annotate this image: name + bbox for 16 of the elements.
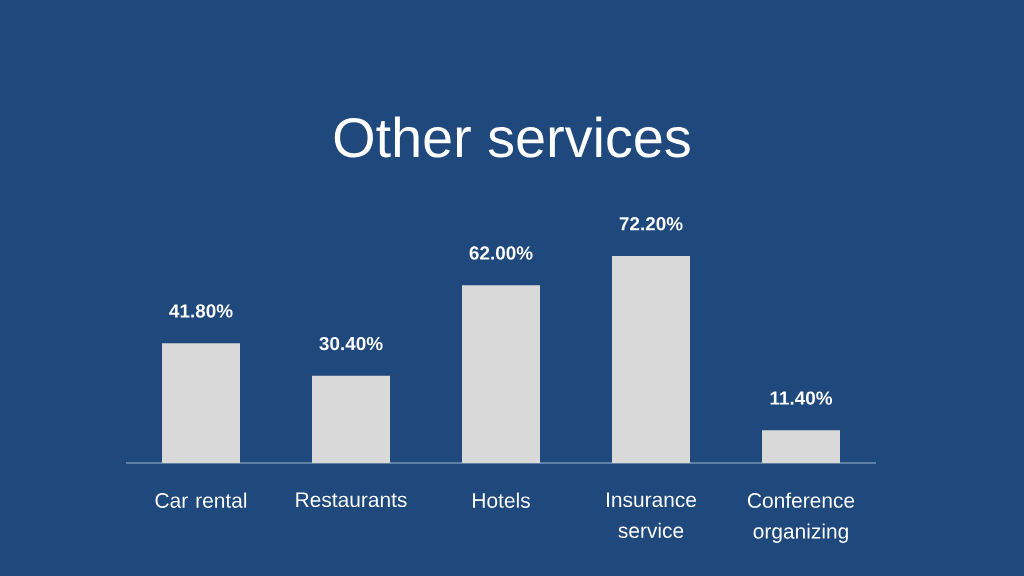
bar [462, 285, 540, 463]
x-tick-label: Hotels [473, 492, 530, 508]
x-tick-label: Conference organizing [747, 492, 855, 543]
x-tick-label: Insurance service [607, 492, 696, 538]
bar [612, 256, 690, 463]
bar [762, 430, 841, 463]
data-label: 11.40% [770, 391, 833, 405]
x-tick-label: Restaurants [296, 492, 407, 508]
data-label: 30.40% [319, 336, 383, 351]
data-label: 41.80% [169, 304, 233, 318]
chart-title: Other services [334, 116, 690, 158]
data-label: 72.20% [619, 217, 683, 231]
bar [162, 343, 240, 463]
data-label: 62.00% [469, 246, 533, 260]
x-tick-label: Car rental [155, 492, 247, 508]
bar [312, 375, 390, 463]
